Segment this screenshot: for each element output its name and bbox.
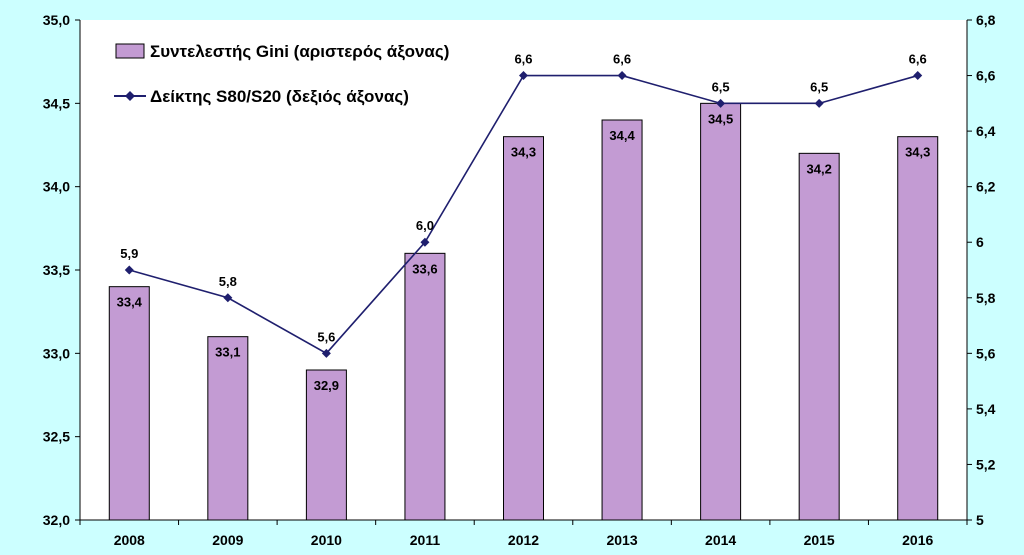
x-tick-label-2011: 2011	[410, 532, 441, 548]
bar-2016	[897, 136, 939, 521]
x-tick-label-2009: 2009	[212, 532, 243, 548]
right-tick-label: 6,2	[976, 179, 996, 195]
line-value-label: 6,6	[613, 52, 631, 67]
line-point-2010	[321, 348, 331, 358]
legend-bar-swatch	[115, 43, 145, 59]
bar-2015	[798, 152, 840, 521]
line-point-2008	[124, 265, 134, 275]
left-tick-label: 33,0	[43, 345, 70, 361]
x-tick-label-2016: 2016	[902, 532, 933, 548]
line-point-2015	[814, 98, 824, 108]
bar-value-label: 34,4	[609, 128, 635, 143]
x-tick-label-2013: 2013	[606, 532, 637, 548]
bar-value-label: 33,1	[215, 345, 240, 360]
right-tick-label: 5,4	[976, 401, 996, 417]
right-tick-label: 6,4	[976, 123, 996, 139]
line-series	[124, 71, 923, 358]
line-value-label: 6,5	[712, 79, 730, 94]
bar-value-label: 33,4	[117, 295, 143, 310]
bar-series	[108, 102, 939, 521]
x-tick-label-2008: 2008	[114, 532, 145, 548]
bar-value-label: 34,3	[905, 145, 930, 160]
right-tick-label: 6,8	[976, 12, 996, 28]
bar-2012	[503, 136, 544, 521]
bar-2014	[700, 102, 742, 521]
line-value-label: 5,6	[317, 329, 335, 344]
bar-value-label: 34,2	[807, 161, 832, 176]
right-tick-label: 5	[976, 512, 984, 528]
right-tick-label: 5,2	[976, 456, 996, 472]
x-tick-label-2010: 2010	[311, 532, 342, 548]
legend-line-marker	[125, 91, 135, 101]
legend: Συντελεστής Gini (αριστερός άξονας) Δείκ…	[114, 42, 449, 106]
bar-2009	[207, 336, 249, 521]
line-point-2013	[617, 71, 627, 81]
line-value-label: 5,8	[219, 274, 237, 289]
x-tick-label-2015: 2015	[804, 532, 835, 548]
x-tick-label-2012: 2012	[508, 532, 539, 548]
bar-value-label: 34,5	[708, 111, 733, 126]
right-tick-label: 6	[976, 234, 984, 250]
bar-2008	[108, 286, 150, 521]
right-tick-label: 6,6	[976, 68, 996, 84]
line-value-label: 6,0	[416, 218, 434, 233]
line-point-2016	[913, 71, 923, 81]
line-value-label: 6,6	[514, 52, 532, 67]
bar-value-label: 33,6	[412, 261, 437, 276]
left-tick-label: 35,0	[43, 12, 70, 28]
legend-bar-label: Συντελεστής Gini (αριστερός άξονας)	[150, 42, 449, 61]
left-tick-label: 33,5	[43, 262, 70, 278]
right-tick-label: 5,8	[976, 290, 996, 306]
legend-line-label: Δείκτης S80/S20 (δεξιός άξονας)	[150, 87, 409, 106]
left-tick-label: 32,5	[43, 429, 70, 445]
line-value-label: 6,6	[909, 52, 927, 67]
bar-value-label: 32,9	[314, 378, 339, 393]
x-tick-label-2014: 2014	[705, 532, 736, 548]
bar-value-label: 34,3	[511, 145, 536, 160]
bar-2011	[404, 252, 446, 521]
right-tick-label: 5,6	[976, 345, 996, 361]
line-point-2011	[420, 237, 430, 247]
line-point-2012	[519, 71, 528, 81]
line-point-2009	[223, 293, 233, 303]
line-point-2014	[716, 98, 726, 108]
data-labels: 33,4 33,1 32,9 33,6 34,3 34,4 34,5 34,2 34,3 5,9 5…	[117, 52, 931, 393]
line-value-label: 6,5	[810, 79, 828, 94]
axes: 32,0 32,5 33,0 33,5 34,0 34,5 35,0 5 5,2 5,4 5,6 5,…	[43, 12, 996, 548]
left-tick-label: 32,0	[43, 512, 70, 528]
left-tick-label: 34,5	[43, 95, 70, 111]
left-tick-label: 34,0	[43, 179, 70, 195]
bar-2010	[305, 369, 347, 521]
bar-2013	[601, 119, 643, 521]
line-value-label: 5,9	[120, 246, 138, 261]
